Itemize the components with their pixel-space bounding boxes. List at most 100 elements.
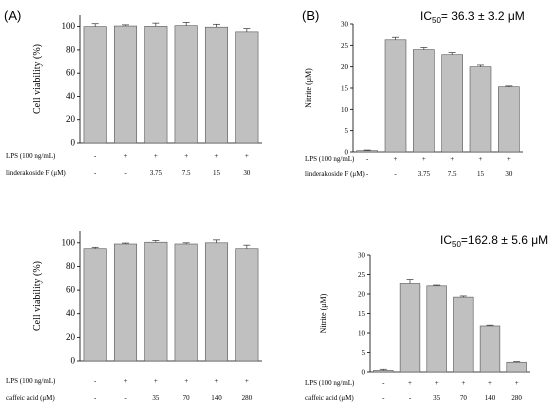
lps-cell: + (245, 377, 249, 385)
dose-cell: 35 (433, 394, 441, 402)
y-axis-label: Cell viability (%) (32, 44, 43, 114)
bar (83, 26, 107, 144)
lps-cell: - (94, 152, 97, 160)
y-tick-label: 0 (362, 369, 366, 377)
panel-label-a: (A) (4, 8, 21, 23)
ic50-subscript: 50 (452, 240, 461, 249)
lps-cell: + (154, 377, 158, 385)
dose-cell: - (94, 169, 97, 177)
dose-cell: 15 (213, 169, 221, 177)
lps-cell: + (422, 155, 426, 163)
ic50-prefix: IC (420, 9, 432, 23)
dose-cell: 30 (505, 170, 513, 178)
bar (144, 241, 168, 362)
dose-cell: 70 (183, 394, 191, 402)
y-tick-label: 15 (341, 85, 349, 93)
dose-cell: 280 (242, 394, 253, 402)
y-tick-label: 30 (341, 21, 349, 29)
y-tick-label: 100 (62, 237, 76, 247)
y-axis-label: Nitrite (μM) (304, 68, 313, 108)
lps-cell: + (488, 379, 492, 387)
dose-cell: 3.75 (418, 170, 431, 178)
lps-cell: + (215, 377, 219, 385)
dose-cell: - (409, 394, 412, 402)
bar (506, 361, 527, 373)
y-tick-label: 100 (62, 21, 76, 31)
dose-cell: 7.5 (182, 169, 191, 177)
dose-cell: - (366, 170, 369, 178)
lps-cell: + (408, 379, 412, 387)
bar (235, 248, 259, 362)
lps-cell: + (124, 152, 128, 160)
bar (399, 283, 421, 373)
dose-row-label: linderakoside F (μM) (305, 170, 365, 178)
y-tick-label: 10 (358, 330, 366, 338)
bar (498, 86, 520, 153)
bar (204, 26, 229, 144)
y-axis-label: Cell viability (%) (32, 261, 43, 331)
y-tick-label: 80 (66, 44, 76, 54)
bar (373, 370, 394, 373)
bar (413, 49, 435, 153)
dose-cell: 280 (511, 394, 522, 402)
bar (174, 243, 198, 362)
y-tick-label: 60 (66, 68, 76, 78)
y-tick-label: 0 (71, 356, 76, 366)
lps-row-label: LPS (100 ng/mL) (305, 155, 355, 163)
dose-cell: 15 (477, 170, 485, 178)
ic50-value: =162.8 ± 5.6 μM (461, 233, 548, 247)
ic50-annotation: IC50=162.8 ± 5.6 μM (440, 233, 548, 249)
ic50-subscript: 50 (432, 16, 441, 25)
bar (441, 54, 463, 153)
lps-cell: + (154, 152, 158, 160)
lps-row-label: LPS (100 ng/mL) (305, 379, 355, 387)
lps-cell: + (184, 152, 188, 160)
lps-cell: + (124, 377, 128, 385)
y-tick-label: 20 (66, 114, 76, 124)
dose-cell: - (94, 394, 97, 402)
dose-cell: 7.5 (448, 170, 457, 178)
lps-cell: + (435, 379, 439, 387)
y-axis-label: Nitrite (μM) (319, 293, 328, 333)
panel-label-b: (B) (302, 8, 319, 23)
bar (426, 285, 447, 373)
bar (356, 150, 378, 153)
y-tick-label: 20 (66, 332, 76, 342)
dose-row-label: caffeic acid (μM) (305, 394, 354, 402)
y-tick-label: 40 (66, 91, 76, 101)
chart-a-top: 0 20 40 60 80 100 Cell viability (%) - - + - +3.75 +… (6, 15, 262, 177)
dose-cell: 3.75 (150, 169, 163, 177)
y-tick-label: 5 (345, 127, 349, 135)
y-tick-label: 60 (66, 285, 76, 295)
lps-cell: + (245, 152, 249, 160)
lps-cell: + (515, 379, 519, 387)
y-tick-label: 10 (341, 106, 349, 114)
ic50-annotation: IC50= 36.3 ± 3.2 μM (420, 9, 525, 25)
bar (235, 31, 259, 144)
bar (469, 66, 492, 153)
dose-cell: 70 (460, 394, 468, 402)
dose-cell: 140 (485, 394, 496, 402)
dose-row-label: caffeic acid (μM) (6, 394, 55, 402)
lps-cell: + (507, 155, 511, 163)
chart-b-top: 0 5 10 15 20 25 30 Nitrite (μM) - - + - +3.75 +7.5 +15… (304, 9, 525, 178)
lps-cell: + (184, 377, 188, 385)
lps-row-label: LPS (100 ng/mL) (6, 377, 56, 385)
bar (453, 296, 474, 373)
lps-cell: + (394, 155, 398, 163)
lps-cell: + (450, 155, 454, 163)
y-tick-label: 20 (358, 291, 366, 299)
y-tick-label: 30 (358, 252, 366, 260)
bar (174, 25, 198, 144)
bar (479, 325, 501, 373)
y-tick-label: 5 (362, 349, 366, 357)
dose-cell: - (382, 394, 385, 402)
ic50-prefix: IC (440, 233, 452, 247)
y-tick-label: 0 (345, 149, 349, 157)
y-tick-label: 20 (341, 63, 349, 71)
dose-cell: 30 (243, 169, 251, 177)
lps-cell: + (461, 379, 465, 387)
bar (113, 243, 138, 362)
